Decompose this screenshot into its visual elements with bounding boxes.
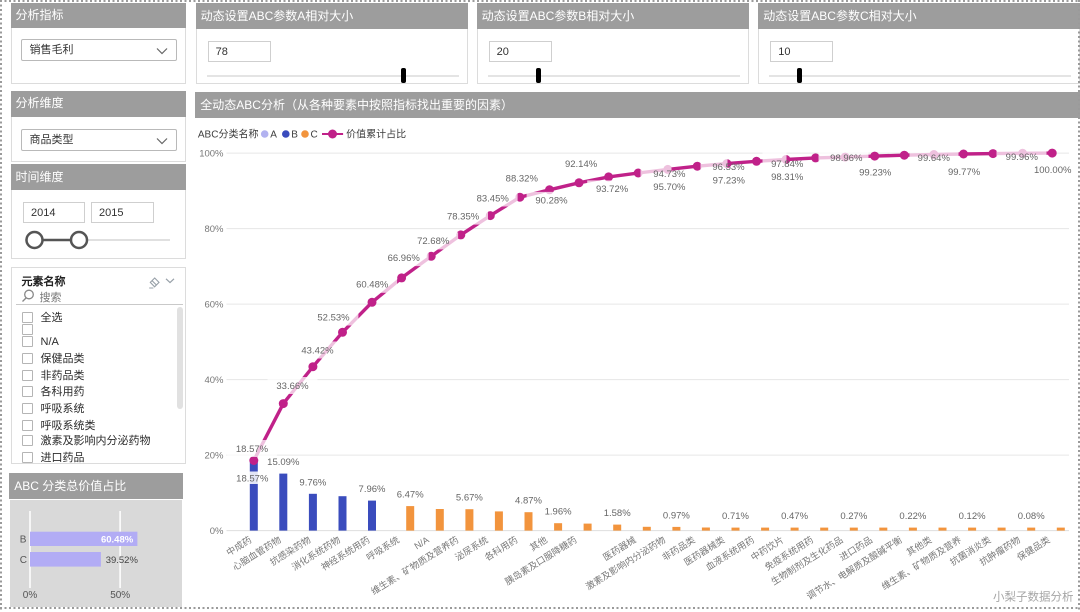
svg-text:小梨子数据分析: 小梨子数据分析 [993,589,1074,603]
svg-text:1.58%: 1.58% [603,508,630,519]
svg-text:9.76%: 9.76% [299,477,326,488]
svg-text:83.45%: 83.45% [476,193,509,204]
svg-text:0.22%: 0.22% [899,511,926,522]
svg-text:神经系统用药: 神经系统用药 [318,534,371,573]
svg-text:5.67%: 5.67% [455,493,482,504]
svg-text:0.47%: 0.47% [781,511,808,522]
svg-text:4.87%: 4.87% [515,496,542,507]
svg-text:33.66%: 33.66% [276,381,309,392]
svg-text:60.48%: 60.48% [356,279,389,290]
svg-text:泌尿系统: 泌尿系统 [452,534,489,563]
svg-text:40%: 40% [204,375,224,386]
svg-text:1.96%: 1.96% [544,507,571,518]
svg-text:0.97%: 0.97% [662,510,689,521]
svg-text:98.96%: 98.96% [830,153,863,164]
svg-text:B: B [291,129,298,140]
svg-text:99.96%: 99.96% [1005,152,1038,163]
svg-text:60%: 60% [204,299,224,310]
svg-text:消化系统药物: 消化系统药物 [289,534,342,573]
svg-text:C: C [20,555,27,566]
svg-text:N/A: N/A [412,534,431,551]
svg-text:A: A [270,129,277,140]
svg-text:99.64%: 99.64% [917,153,950,164]
svg-text:0%: 0% [23,590,38,601]
svg-text:52.53%: 52.53% [317,312,350,323]
svg-text:97.23%: 97.23% [712,175,745,186]
svg-text:43.42%: 43.42% [301,345,334,356]
svg-text:93.72%: 93.72% [595,184,628,195]
svg-text:99.23%: 99.23% [859,167,892,178]
svg-text:97.84%: 97.84% [771,159,804,170]
svg-text:保健品类: 保健品类 [1014,534,1051,563]
svg-text:60.48%: 60.48% [101,535,134,546]
svg-text:98.31%: 98.31% [771,172,804,183]
svg-text:15.09%: 15.09% [267,457,300,468]
svg-text:18.57%: 18.57% [236,473,269,484]
svg-text:价值累计占比: 价值累计占比 [346,127,406,140]
svg-text:100%: 100% [199,148,224,159]
svg-text:96.53%: 96.53% [712,162,745,173]
svg-text:80%: 80% [204,224,224,235]
svg-text:0.27%: 0.27% [840,511,867,522]
svg-text:7.96%: 7.96% [358,484,385,495]
svg-text:95.70%: 95.70% [653,182,686,193]
svg-text:呼吸系统: 呼吸系统 [364,534,401,563]
svg-text:0.71%: 0.71% [722,511,749,522]
svg-text:心脑血管药物: 心脑血管药物 [230,534,283,573]
svg-text:50%: 50% [110,590,130,601]
svg-text:99.77%: 99.77% [947,167,980,178]
svg-text:0%: 0% [209,526,223,537]
svg-text:0.12%: 0.12% [958,511,985,522]
svg-text:0.08%: 0.08% [1017,511,1044,522]
svg-text:39.52%: 39.52% [106,555,139,566]
svg-text:66.96%: 66.96% [387,253,420,264]
svg-text:其他: 其他 [527,534,548,553]
svg-text:88.32%: 88.32% [505,173,538,184]
svg-text:血液系统用药: 血液系统用药 [703,534,756,573]
svg-text:B: B [20,535,27,546]
svg-text:72.68%: 72.68% [417,236,450,247]
svg-text:94.73%: 94.73% [653,169,686,180]
svg-text:100.00%: 100.00% [1033,165,1071,176]
svg-text:78.35%: 78.35% [446,211,479,222]
svg-text:90.28%: 90.28% [535,196,568,207]
svg-text:各科用药: 各科用药 [482,534,519,563]
svg-text:ABC分类名称: ABC分类名称 [197,127,258,140]
svg-text:C: C [310,129,317,140]
svg-text:20%: 20% [204,450,224,461]
svg-text:6.47%: 6.47% [396,489,423,500]
svg-text:18.57%: 18.57% [235,444,268,455]
svg-text:92.14%: 92.14% [564,159,597,170]
